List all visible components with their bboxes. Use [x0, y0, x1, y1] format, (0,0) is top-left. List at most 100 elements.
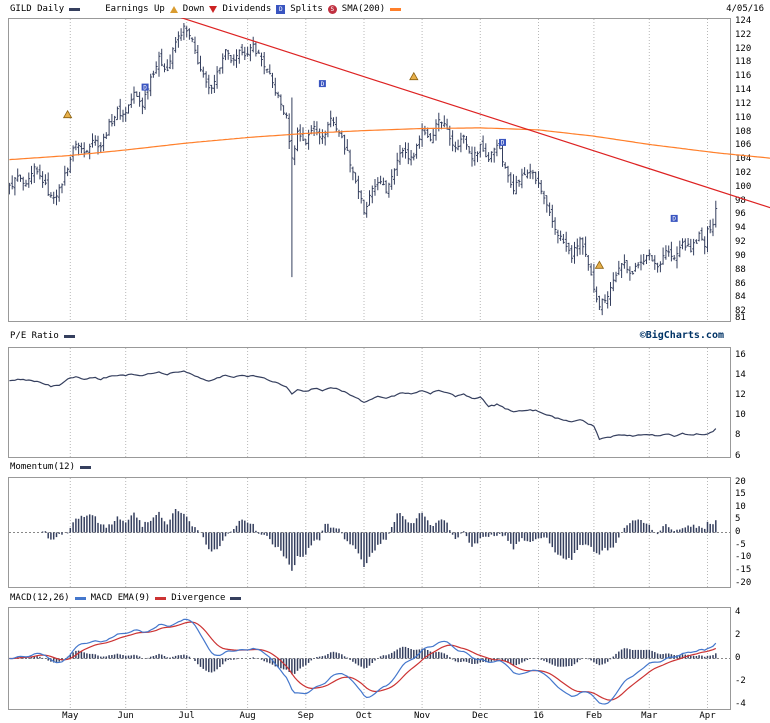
y-axis-label: 5: [735, 514, 741, 525]
pe-line: [9, 370, 717, 441]
macd-ema-title: MACD EMA(9): [90, 593, 151, 603]
momentum-bars: [41, 509, 717, 571]
momentum-panel: [8, 477, 731, 588]
svg-text:D: D: [672, 216, 676, 223]
earnings-up-marker: [62, 109, 73, 119]
legend-bar: GILD Daily Earnings Up Down Dividends D …: [10, 3, 764, 15]
copyright-label: ©BigCharts.com: [639, 330, 724, 341]
earnings-up-marker: [594, 260, 605, 269]
y-axis-label: 84: [735, 292, 746, 303]
y-axis-label: 122: [735, 29, 752, 40]
x-axis-month-label: Feb: [585, 711, 603, 721]
y-axis-label: 12: [735, 389, 746, 400]
dividend-icon: D: [276, 4, 286, 14]
price-bars: [8, 23, 718, 316]
price-series-swatch: [69, 7, 81, 11]
y-axis-label: 88: [735, 264, 746, 275]
y-axis-label: -4: [735, 698, 746, 709]
month-gridlines: [69, 348, 708, 457]
svg-text:D: D: [143, 84, 147, 91]
pe-series-swatch: [63, 334, 75, 338]
panel-border: [8, 477, 731, 588]
symbol-label: GILD Daily: [10, 4, 65, 14]
y-axis-label: 0: [735, 527, 741, 537]
y-axis-label: 112: [735, 98, 752, 109]
x-axis-month-label: Jul: [178, 711, 195, 721]
panel-border: [8, 347, 731, 458]
y-axis-label: 94: [735, 223, 746, 234]
panel-border: [8, 18, 731, 322]
legend-dividends-label: Dividends: [222, 4, 272, 14]
x-axis-month-label: May: [62, 711, 79, 721]
y-axis-label: 81: [735, 313, 746, 323]
y-axis-label: 8: [735, 430, 741, 441]
as-of-date: 4/05/16: [726, 4, 764, 14]
y-axis-label: 100: [735, 181, 752, 192]
y-axis-label: 15: [735, 489, 746, 500]
y-axis-label: 20: [735, 476, 746, 487]
month-gridlines: [69, 608, 708, 709]
legend-down-label: Down: [182, 4, 205, 14]
y-axis-label: -15: [735, 564, 752, 575]
y-axis-label: 14: [735, 369, 746, 380]
y-axis-label: 96: [735, 209, 746, 220]
x-axis-month-label: Oct: [355, 711, 373, 721]
y-axis-label: 108: [735, 126, 752, 137]
macd-signal-swatch: [155, 596, 167, 600]
y-axis-label: 16: [735, 349, 746, 360]
macd-panel: [8, 607, 731, 710]
y-axis-label: 124: [735, 16, 752, 26]
y-axis-label: 82: [735, 306, 746, 317]
divergence-histogram: [11, 646, 717, 675]
month-gridlines: [69, 19, 708, 321]
y-axis-label: -10: [735, 552, 752, 563]
momentum-title: Momentum(12): [10, 462, 76, 472]
dividend-marker: D: [670, 214, 678, 223]
macd-signal-line: [9, 621, 717, 701]
macd-title: MACD(12,26): [10, 593, 70, 603]
pe-title-row: P/E Ratio: [10, 331, 80, 341]
pe-ratio-panel: [8, 347, 731, 458]
y-axis-label: 106: [735, 140, 752, 151]
x-axis-month-label: Aug: [239, 711, 256, 721]
y-axis-label: 10: [735, 410, 746, 421]
dividend-marker: D: [318, 80, 326, 88]
y-axis-label: -5: [735, 539, 746, 550]
y-axis-label: 118: [735, 57, 752, 68]
y-axis-label: 10: [735, 501, 746, 512]
svg-text:D: D: [321, 81, 325, 88]
divergence-swatch: [230, 596, 242, 600]
macd-title-row: MACD(12,26) MACD EMA(9) Divergence: [10, 593, 246, 603]
y-axis-label: 92: [735, 237, 746, 247]
y-axis-label: 4: [735, 607, 741, 618]
earnings-down-triangle-icon: [209, 5, 218, 13]
macd-line: [9, 618, 717, 705]
y-axis-label: 98: [735, 195, 746, 206]
x-axis-month-label: 16: [533, 711, 544, 721]
y-axis-label: 102: [735, 168, 752, 178]
macd-line-swatch: [74, 596, 86, 600]
legend-earnings-up-label: Earnings Up: [105, 4, 165, 14]
y-axis-label: 104: [735, 154, 752, 165]
divergence-title: Divergence: [171, 593, 226, 603]
y-axis-label: 110: [735, 112, 752, 123]
y-axis-label: 114: [735, 85, 752, 95]
svg-text:D: D: [501, 140, 505, 147]
y-axis-label: 0: [735, 653, 741, 663]
y-axis-label: 90: [735, 250, 746, 261]
y-axis-label: 86: [735, 278, 746, 289]
momentum-title-row: Momentum(12): [10, 462, 96, 472]
earnings-up-marker: [409, 71, 419, 81]
dividend-marker: D: [141, 83, 149, 91]
x-axis-month-label: Sep: [297, 711, 314, 721]
price-panel: D D D D: [8, 18, 731, 322]
earnings-up-triangle-icon: [169, 5, 178, 13]
y-axis-label: 120: [735, 43, 752, 54]
legend-splits-label: Splits: [290, 4, 323, 14]
y-axis-label: -2: [735, 675, 746, 686]
legend-sma-label: SMA(200): [341, 4, 386, 14]
y-axis-label: 6: [735, 450, 741, 461]
x-axis-month-label: Jun: [117, 711, 134, 721]
y-axis-label: 116: [735, 71, 752, 82]
